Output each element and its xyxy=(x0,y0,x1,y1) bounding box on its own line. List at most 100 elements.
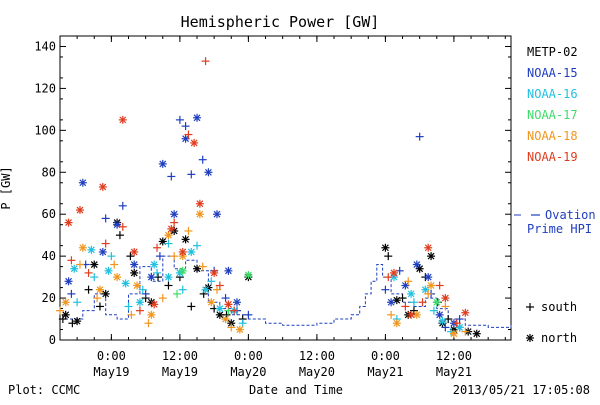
x-tick-label-date: May20 xyxy=(230,365,266,379)
ovation-line xyxy=(60,255,512,328)
north-marker-d2 xyxy=(65,219,72,227)
north-marker xyxy=(87,245,96,254)
south-marker xyxy=(212,285,221,294)
south-marker xyxy=(73,298,82,307)
north-marker-d2 xyxy=(210,269,218,277)
north-marker xyxy=(232,298,241,307)
north-marker-d2 xyxy=(207,298,215,306)
south-marker xyxy=(101,239,110,248)
south-marker xyxy=(424,289,433,298)
north-marker-d2 xyxy=(150,261,158,268)
north-marker-d2 xyxy=(381,244,389,252)
south-marker xyxy=(158,294,167,303)
y-axis: 0 20 40 60 80 100 120 140 xyxy=(34,39,511,347)
x-tick-label-time: 0:00 xyxy=(234,349,263,363)
north-marker-d2 xyxy=(165,273,172,281)
south-marker xyxy=(124,302,133,311)
south-marker xyxy=(170,252,179,261)
south-marker xyxy=(181,122,190,131)
south-marker xyxy=(178,285,187,294)
north-marker-d2 xyxy=(193,114,201,122)
north-marker-d2 xyxy=(147,273,155,281)
north-marker xyxy=(421,285,430,294)
south-marker xyxy=(244,310,253,319)
north-marker xyxy=(170,210,179,219)
north-marker xyxy=(181,134,190,143)
south-marker xyxy=(221,294,230,303)
north-marker xyxy=(70,264,79,273)
north-marker-d2 xyxy=(421,286,429,294)
south-marker xyxy=(441,302,450,311)
south-marker xyxy=(409,306,418,315)
north-marker xyxy=(201,285,210,294)
south-marker xyxy=(101,214,110,223)
south-marker xyxy=(135,306,144,315)
south-marker xyxy=(93,294,102,303)
north-marker-d2 xyxy=(79,179,87,187)
south-marker xyxy=(238,319,247,328)
north-marker xyxy=(195,199,204,208)
north-marker-d2 xyxy=(190,139,198,147)
north-marker xyxy=(381,243,390,252)
y-tick-label: 40 xyxy=(42,249,56,263)
legend-series-label: NOAA-19 xyxy=(527,150,578,164)
north-marker-d2 xyxy=(182,235,190,243)
north-marker-d2 xyxy=(113,273,121,281)
y-tick-label: 0 xyxy=(49,333,56,347)
north-marker xyxy=(210,268,219,277)
south-marker xyxy=(230,306,239,315)
north-marker-d2 xyxy=(165,231,172,239)
north-marker-d2 xyxy=(196,200,204,208)
north-marker-d2 xyxy=(390,269,398,277)
north-marker xyxy=(64,277,73,286)
north-marker-d2 xyxy=(424,273,432,281)
south-marker xyxy=(164,239,173,248)
south-marker xyxy=(384,252,393,261)
south-marker xyxy=(107,252,116,261)
north-marker-d2 xyxy=(427,282,435,289)
south-marker xyxy=(444,315,453,324)
south-marker xyxy=(401,302,410,311)
south-marker xyxy=(207,277,216,286)
north-marker xyxy=(207,298,216,307)
south-marker xyxy=(227,323,236,332)
y-tick-label: 20 xyxy=(42,291,56,305)
south-marker xyxy=(173,289,182,298)
south-marker xyxy=(215,281,224,290)
south-marker xyxy=(201,57,210,66)
south-marker xyxy=(56,306,64,315)
ovation-hpi-line xyxy=(60,255,512,328)
south-marker xyxy=(404,277,413,286)
south-marker xyxy=(84,268,93,277)
north-marker xyxy=(164,273,173,282)
north-marker xyxy=(147,273,156,282)
south-marker xyxy=(415,132,424,141)
legend-series-label: NOAA-17 xyxy=(527,108,578,122)
north-marker-d2 xyxy=(461,309,469,317)
north-marker-d2 xyxy=(159,238,167,245)
north-marker-d2 xyxy=(224,300,232,308)
north-marker-d2 xyxy=(102,290,110,298)
north-marker-d2 xyxy=(202,286,210,294)
north-marker-d2 xyxy=(407,311,415,319)
north-marker xyxy=(415,264,424,273)
north-marker-d2 xyxy=(73,317,81,325)
y-tick-label: 140 xyxy=(34,39,56,53)
north-marker xyxy=(135,298,144,307)
legend-series-label: NOAA-15 xyxy=(527,66,578,80)
south-marker xyxy=(455,315,464,324)
north-marker-d2 xyxy=(244,271,252,279)
north-marker-d2 xyxy=(416,265,424,273)
north-marker-d2 xyxy=(456,323,464,331)
north-marker-d2 xyxy=(79,244,87,252)
north-marker xyxy=(435,310,444,319)
north-marker xyxy=(190,138,199,147)
south-marker xyxy=(198,262,207,271)
north-marker xyxy=(392,319,401,328)
north-marker xyxy=(98,247,107,256)
data-points xyxy=(56,57,481,338)
north-marker-d2 xyxy=(413,311,421,319)
north-marker-d2 xyxy=(436,311,444,319)
north-marker xyxy=(427,281,436,290)
